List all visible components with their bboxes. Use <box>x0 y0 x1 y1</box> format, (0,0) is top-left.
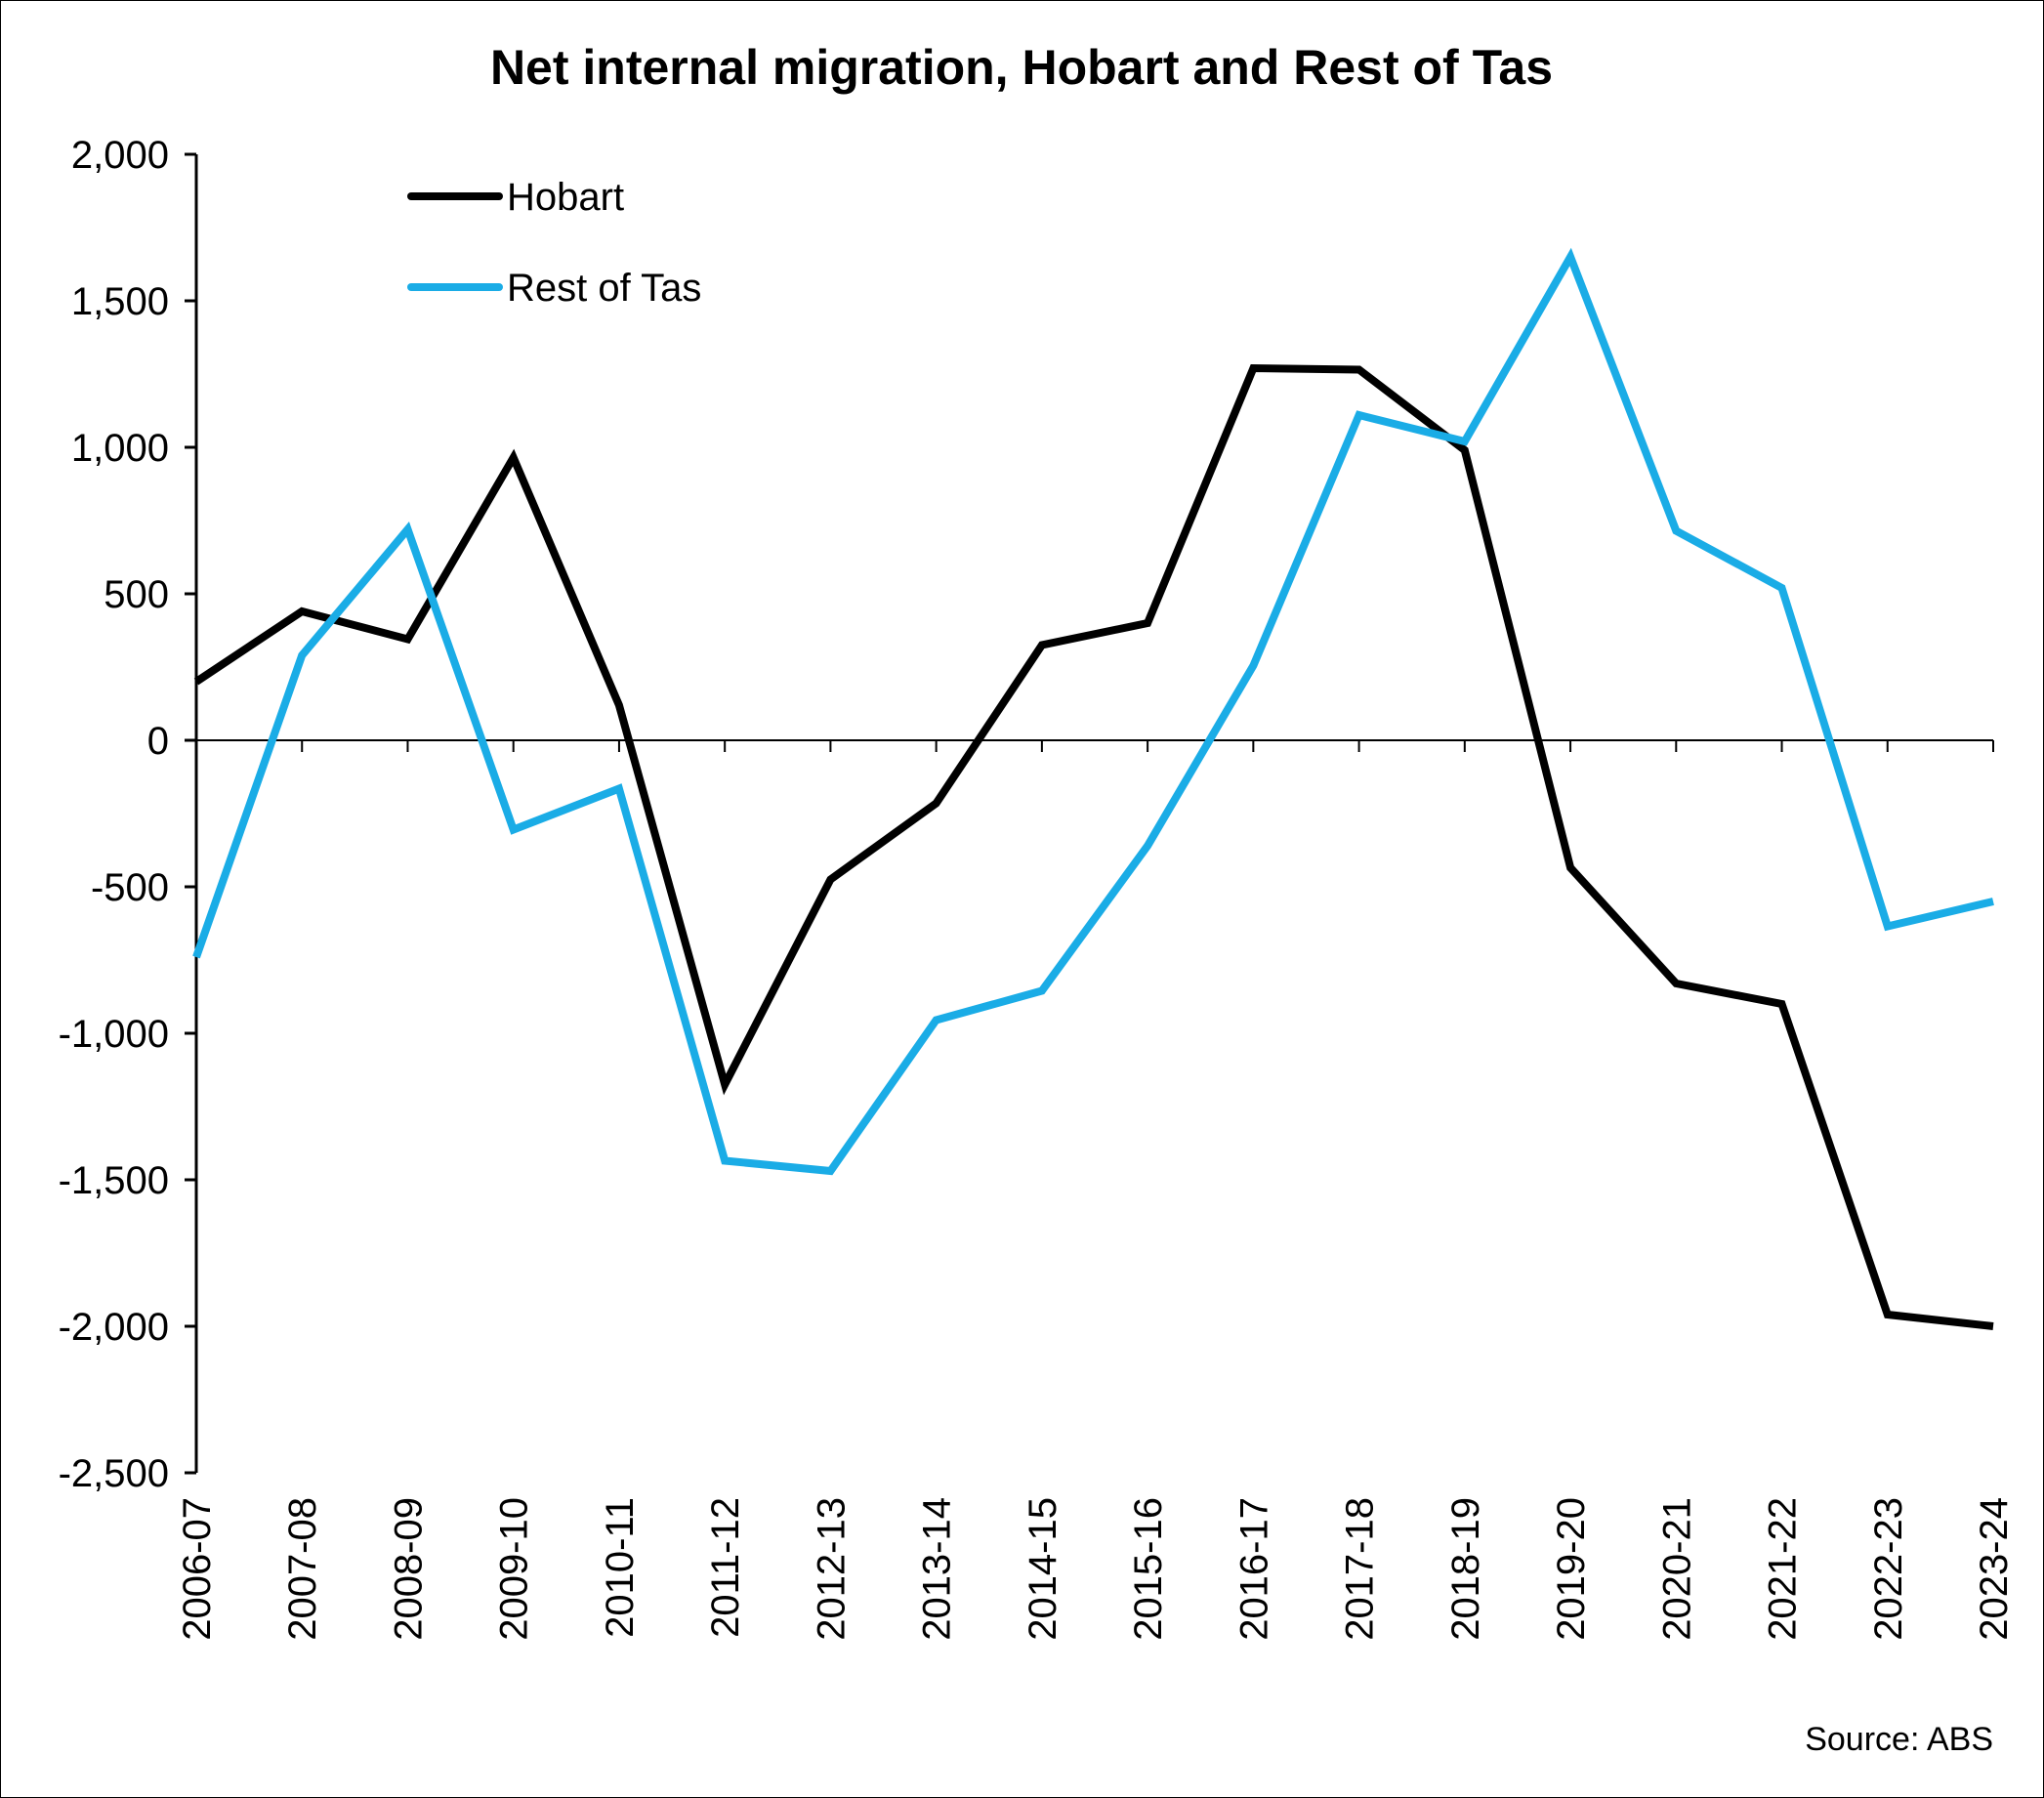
x-tick-label: 2006-07 <box>176 1497 219 1641</box>
x-tick-label: 2008-09 <box>387 1497 430 1641</box>
x-tick-label: 2022-23 <box>1867 1497 1910 1641</box>
x-tick-label: 2016-17 <box>1232 1497 1275 1641</box>
axes: 2,000 1,500 1,000 500 0 -500 -1,000 -1,500 -2,00… <box>59 134 2016 1641</box>
x-tick-label: 2017-18 <box>1339 1497 1382 1641</box>
y-tick-label: -2,500 <box>59 1452 169 1495</box>
legend: Hobart Rest of Tas <box>407 176 701 310</box>
y-tick-label: -500 <box>91 866 169 909</box>
x-tick-label: 2019-20 <box>1550 1497 1593 1641</box>
legend-label-rest-of-tas: Rest of Tas <box>507 267 701 310</box>
chart-title: Net internal migration, Hobart and Rest … <box>490 40 1553 95</box>
y-tick-label: -1,000 <box>59 1013 169 1056</box>
series-line-rest-of-tas <box>192 247 1994 1176</box>
x-tick-label: 2020-21 <box>1655 1497 1698 1641</box>
y-tick-label: 500 <box>104 573 169 616</box>
x-tick-label: 2007-08 <box>281 1497 324 1641</box>
y-tick-label: -2,000 <box>59 1306 169 1349</box>
x-tick-label: 2021-22 <box>1762 1497 1805 1641</box>
y-tick-label: 1,000 <box>71 427 169 470</box>
x-tick-label: 2013-14 <box>916 1497 959 1641</box>
source-note: Source: ABS <box>1805 1721 1993 1758</box>
x-tick-label: 2009-10 <box>493 1497 536 1641</box>
series-line-hobart <box>193 363 1994 1330</box>
series-lines <box>192 247 1994 1330</box>
y-tick-label: 0 <box>147 720 169 763</box>
x-tick-label: 2014-15 <box>1022 1497 1064 1641</box>
y-tick-label: 1,500 <box>71 280 169 323</box>
x-tick-label: 2010-11 <box>599 1497 642 1638</box>
x-tick-label: 2011-12 <box>704 1497 747 1638</box>
x-tick-label: 2012-13 <box>810 1497 853 1641</box>
y-tick-label: 2,000 <box>71 134 169 177</box>
x-tick-label: 2015-16 <box>1127 1497 1170 1641</box>
x-tick-label: 2018-19 <box>1444 1497 1487 1641</box>
legend-label-hobart: Hobart <box>507 176 624 219</box>
y-tick-label: -1,500 <box>59 1159 169 1202</box>
x-tick-label: 2023-24 <box>1973 1497 2016 1641</box>
